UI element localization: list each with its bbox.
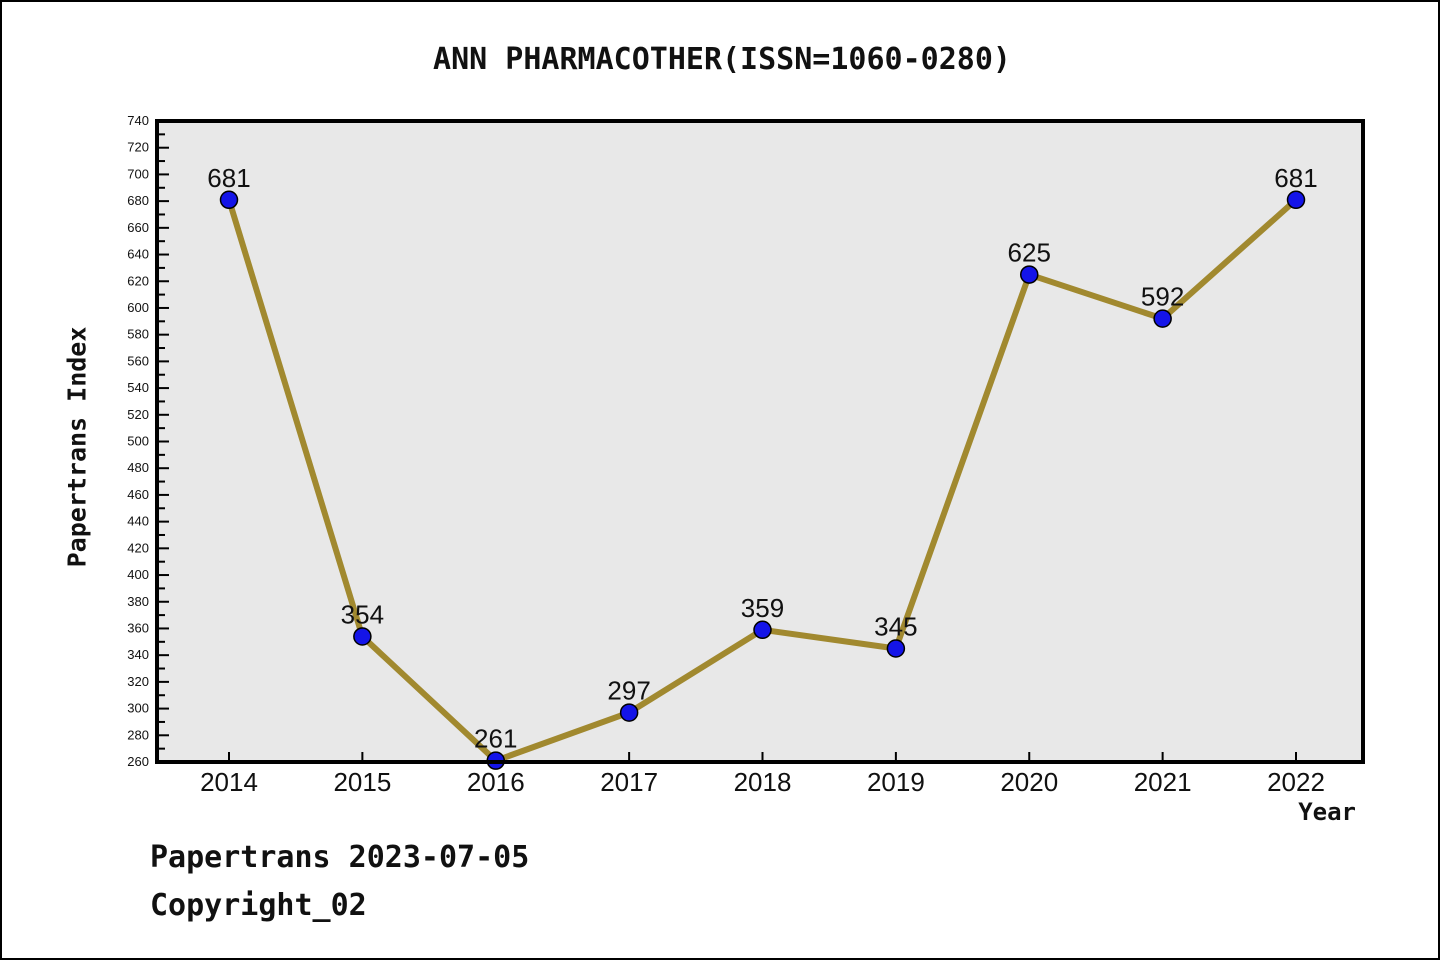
y-tick-label: 400 [127,567,149,582]
x-axis-ticks: 2014 2015 2016 2017 2018 2019 2020 2021 2022 [200,752,1325,797]
y-tick-label: 300 [127,701,149,716]
y-tick-label: 340 [127,647,149,662]
data-point-marker [1020,265,1039,284]
data-point-marker [1153,309,1172,328]
footer-watermark: Papertrans 2023-07-05 [150,840,530,875]
y-tick-label: 260 [127,754,149,769]
x-tick-label: 2020 [1000,767,1058,797]
x-tick-label: 2019 [867,767,925,797]
point-value-label: 681 [207,163,250,193]
point-value-label: 359 [741,593,784,623]
y-tick-label: 560 [127,353,149,368]
y-tick-label: 460 [127,487,149,502]
y-tick-label: 380 [127,594,149,609]
y-tick-label: 320 [127,674,149,689]
y-tick-label: 540 [127,380,149,395]
y-tick-label: 640 [127,247,149,262]
y-tick-label: 500 [127,434,149,449]
y-tick-label: 580 [127,327,149,342]
data-point-marker [753,620,772,640]
y-tick-label: 720 [127,140,149,155]
point-value-label: 592 [1141,282,1184,312]
y-tick-label: 700 [127,166,149,181]
y-tick-label: 480 [127,460,149,475]
data-point-marker [1286,190,1306,210]
y-tick-label: 680 [127,193,149,208]
data-point-marker [886,639,906,658]
point-value-labels: 681 354 261 297 359 345 625 592 681 [207,163,1317,754]
y-tick-label: 420 [127,540,149,555]
point-value-label: 297 [607,676,650,706]
point-value-label: 261 [474,724,517,754]
x-tick-label: 2021 [1134,767,1192,797]
point-value-label: 345 [874,611,917,641]
x-tick-label: 2017 [600,767,658,797]
x-axis-label: Year [1298,798,1356,826]
data-point-marker [619,703,639,722]
y-tick-label: 620 [127,273,149,288]
point-value-label: 681 [1274,163,1317,193]
x-tick-label: 2022 [1267,767,1325,797]
point-value-label: 354 [341,599,384,629]
x-tick-label: 2016 [467,767,525,797]
y-tick-label: 440 [127,514,149,529]
chart-title: ANN PHARMACOTHER(ISSN=1060-0280) [433,42,1011,77]
plot-border [155,119,1365,764]
data-point-marker [219,190,239,210]
footer-copyright: Copyright_02 [150,888,367,923]
y-tick-label: 600 [127,300,149,315]
y-tick-label: 660 [127,220,149,235]
plot-area [157,121,1363,762]
data-point-marker [353,627,372,646]
point-value-label: 625 [1008,238,1051,268]
x-tick-label: 2015 [333,767,391,797]
x-tick-label: 2018 [734,767,792,797]
y-tick-label: 360 [127,620,149,635]
y-tick-label: 280 [127,727,149,742]
y-tick-label: 520 [127,407,149,422]
series-markers [219,190,1306,770]
x-tick-label: 2014 [200,767,258,797]
y-tick-label: 740 [127,113,149,128]
y-axis-ticks: 260 280 300 320 340 360 380 400 420 440 460 480 500 5… [127,113,169,769]
